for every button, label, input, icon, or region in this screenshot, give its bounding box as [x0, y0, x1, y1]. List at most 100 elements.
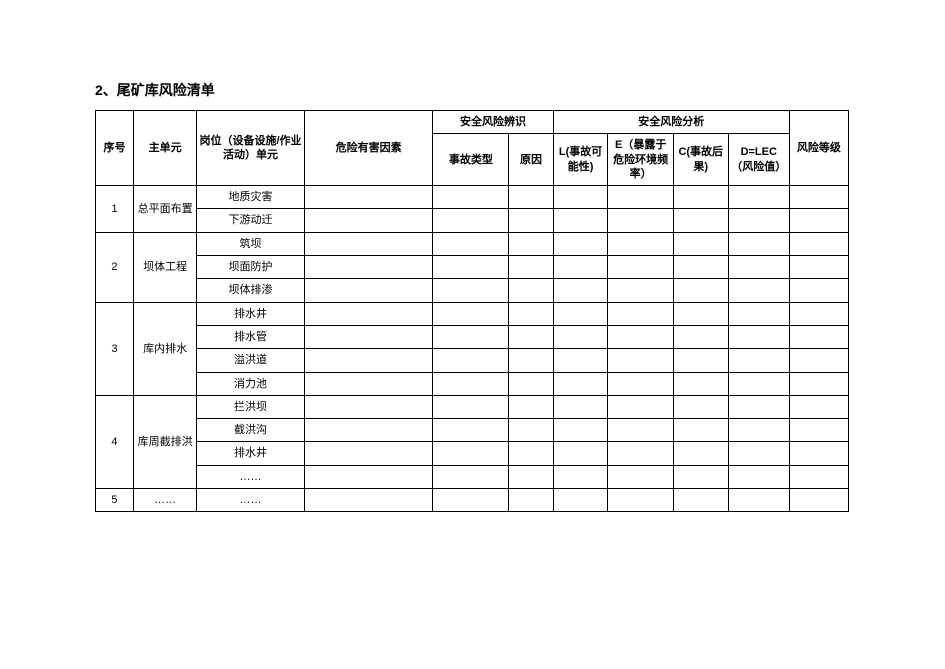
- cell-empty: [509, 325, 553, 348]
- table-body: 1总平面布置地质灾害下游动迁2坝体工程筑坝坝面防护坝体排渗3库内排水排水井排水管…: [96, 186, 849, 512]
- cell-empty: [728, 186, 789, 209]
- th-cause: 原因: [509, 134, 553, 186]
- cell-empty: [433, 256, 509, 279]
- cell-empty: [728, 372, 789, 395]
- cell-empty: [728, 302, 789, 325]
- cell-empty: [509, 442, 553, 465]
- cell-empty: [509, 465, 553, 488]
- cell-empty: [304, 372, 433, 395]
- cell-empty: [673, 186, 728, 209]
- cell-empty: [553, 325, 608, 348]
- cell-empty: [608, 302, 673, 325]
- table-row: 排水井: [96, 442, 849, 465]
- th-risk-level: 风险等级: [789, 111, 848, 186]
- cell-empty: [304, 186, 433, 209]
- cell-empty: [304, 395, 433, 418]
- table-row: 3库内排水排水井: [96, 302, 849, 325]
- cell-empty: [608, 325, 673, 348]
- cell-seq: 4: [96, 395, 134, 488]
- cell-empty: [608, 419, 673, 442]
- cell-empty: [553, 395, 608, 418]
- cell-empty: [728, 442, 789, 465]
- cell-empty: [304, 209, 433, 232]
- cell-empty: [789, 395, 848, 418]
- cell-empty: [304, 489, 433, 512]
- cell-empty: [553, 465, 608, 488]
- cell-post: 筑坝: [197, 232, 305, 255]
- cell-empty: [433, 442, 509, 465]
- cell-empty: [728, 395, 789, 418]
- th-e: E（暴露于危险环境频率）: [608, 134, 673, 186]
- th-c: C(事故后果): [673, 134, 728, 186]
- cell-post: 消力池: [197, 372, 305, 395]
- cell-post: ……: [197, 465, 305, 488]
- title-text: 尾矿库风险清单: [117, 82, 215, 98]
- cell-empty: [728, 489, 789, 512]
- cell-seq: 3: [96, 302, 134, 395]
- cell-empty: [553, 442, 608, 465]
- cell-empty: [304, 232, 433, 255]
- cell-unit: 总平面布置: [133, 186, 196, 233]
- table-row: 2坝体工程筑坝: [96, 232, 849, 255]
- cell-empty: [553, 372, 608, 395]
- cell-post: 拦洪坝: [197, 395, 305, 418]
- cell-empty: [728, 232, 789, 255]
- table-row: 消力池: [96, 372, 849, 395]
- cell-post: 排水井: [197, 442, 305, 465]
- cell-empty: [608, 209, 673, 232]
- cell-empty: [789, 489, 848, 512]
- th-seq: 序号: [96, 111, 134, 186]
- cell-empty: [509, 395, 553, 418]
- table-row: 溢洪道: [96, 349, 849, 372]
- cell-unit: 库周截排洪: [133, 395, 196, 488]
- cell-empty: [433, 419, 509, 442]
- cell-empty: [553, 302, 608, 325]
- cell-empty: [673, 442, 728, 465]
- cell-empty: [728, 209, 789, 232]
- table-row: 5…………: [96, 489, 849, 512]
- cell-empty: [789, 186, 848, 209]
- cell-empty: [608, 186, 673, 209]
- table-row: 下游动迁: [96, 209, 849, 232]
- th-d: D=LEC（风险值）: [728, 134, 789, 186]
- cell-empty: [304, 279, 433, 302]
- cell-empty: [789, 232, 848, 255]
- cell-empty: [789, 325, 848, 348]
- cell-empty: [673, 209, 728, 232]
- cell-empty: [553, 186, 608, 209]
- table-row: 坝体排渗: [96, 279, 849, 302]
- cell-post: 坝体排渗: [197, 279, 305, 302]
- cell-empty: [608, 349, 673, 372]
- cell-empty: [553, 232, 608, 255]
- cell-empty: [433, 349, 509, 372]
- cell-seq: 2: [96, 232, 134, 302]
- cell-empty: [673, 372, 728, 395]
- th-unit: 主单元: [133, 111, 196, 186]
- cell-unit: 库内排水: [133, 302, 196, 395]
- cell-empty: [608, 489, 673, 512]
- cell-empty: [433, 325, 509, 348]
- cell-empty: [433, 279, 509, 302]
- cell-empty: [789, 372, 848, 395]
- th-identify-group: 安全风险辨识: [433, 111, 553, 134]
- cell-unit: ……: [133, 489, 196, 512]
- cell-unit: 坝体工程: [133, 232, 196, 302]
- cell-empty: [728, 279, 789, 302]
- cell-empty: [553, 349, 608, 372]
- th-hazard: 危险有害因素: [304, 111, 433, 186]
- cell-empty: [728, 419, 789, 442]
- cell-post: 排水井: [197, 302, 305, 325]
- cell-empty: [433, 489, 509, 512]
- cell-post: 下游动迁: [197, 209, 305, 232]
- cell-empty: [509, 209, 553, 232]
- cell-empty: [673, 395, 728, 418]
- cell-empty: [433, 395, 509, 418]
- cell-empty: [789, 209, 848, 232]
- cell-empty: [789, 256, 848, 279]
- cell-empty: [509, 186, 553, 209]
- cell-empty: [553, 419, 608, 442]
- cell-empty: [509, 489, 553, 512]
- cell-empty: [608, 256, 673, 279]
- table-header: 序号 主单元 岗位（设备设施/作业活动）单元 危险有害因素 安全风险辨识 安全风…: [96, 111, 849, 186]
- th-post: 岗位（设备设施/作业活动）单元: [197, 111, 305, 186]
